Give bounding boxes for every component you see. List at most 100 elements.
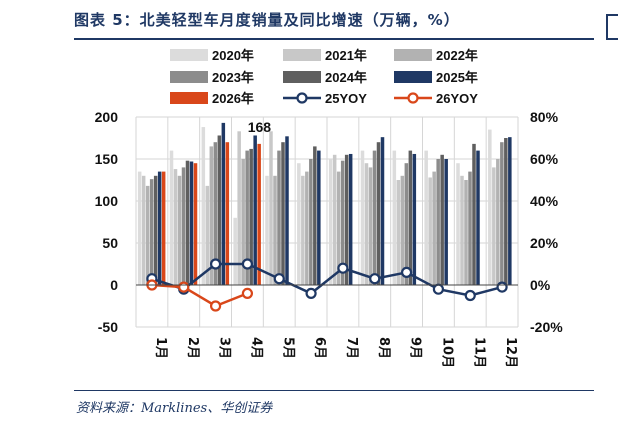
- bar-2024-7: [344, 154, 349, 285]
- bar-2023-3: [213, 142, 218, 285]
- y-left-tick-label: 200: [95, 109, 119, 125]
- bar-2020-3: [201, 127, 206, 285]
- legend-swatch-2024: [283, 71, 321, 83]
- bar-2022-4: [241, 159, 245, 285]
- bar-2023-10: [436, 159, 440, 285]
- legend-swatch-2026: [170, 92, 208, 104]
- bar-2024-2: [185, 160, 190, 285]
- bar-2020-6: [297, 163, 301, 285]
- point-25YOY-7: [337, 262, 349, 274]
- point-25YOY-5: [273, 273, 285, 285]
- bar-2022-10: [432, 171, 436, 285]
- bar-2023-8: [372, 150, 377, 285]
- bar-2021-6: [301, 175, 305, 285]
- bar-2021-12: [492, 167, 496, 285]
- bar-2023-9: [404, 163, 409, 285]
- bar-2020-7: [328, 159, 333, 285]
- bar-2020-9: [392, 150, 397, 285]
- adjacent-figure-edge: [606, 14, 618, 40]
- x-tick-label: 9月: [408, 337, 423, 359]
- bar-2023-7: [340, 160, 345, 285]
- x-tick-label: 1月: [153, 337, 168, 359]
- legend-marker-25YOY: [296, 92, 308, 104]
- bar-2020-11: [456, 163, 460, 285]
- bar-2023-4: [245, 150, 249, 285]
- yoy-lines: [146, 258, 508, 312]
- bar-2024-10: [440, 154, 444, 285]
- bar-2023-5: [277, 150, 281, 285]
- x-tick-label: 6月: [312, 337, 327, 359]
- legend-swatch-2025: [394, 71, 432, 83]
- y-right-tick-label: 40%: [530, 193, 559, 209]
- bar-2022-2: [177, 175, 182, 285]
- x-tick-label: 5月: [280, 337, 295, 359]
- legend-label: 2025年: [436, 70, 478, 85]
- bar-2020-12: [488, 129, 492, 285]
- x-tick-label: 10月: [439, 337, 454, 368]
- bar-2024-3: [217, 135, 222, 285]
- legend-swatch-2023: [170, 71, 208, 83]
- bar-2020-10: [424, 150, 428, 285]
- bar-2022-7: [336, 171, 341, 285]
- point-25YOY-12: [496, 281, 508, 293]
- legend-label: 2021年: [325, 48, 367, 63]
- bar-2021-5: [269, 131, 273, 285]
- point-25YOY-4: [241, 258, 254, 270]
- bar-2022-12: [496, 159, 500, 285]
- bar-2024-5: [281, 142, 285, 285]
- bar-2023-11: [468, 171, 472, 285]
- data-label: 168: [248, 119, 272, 135]
- bar-2024-1: [153, 175, 158, 285]
- bar-2025-3: [221, 122, 226, 285]
- bar-2026-2: [193, 163, 198, 285]
- bar-2024-12: [504, 138, 508, 285]
- x-tick-label: 8月: [376, 337, 391, 359]
- point-25YOY-8: [369, 273, 381, 285]
- bar-2021-3: [205, 185, 210, 285]
- source-note: 资料来源：Marklines、华创证券: [76, 401, 273, 416]
- point-26YOY-4: [241, 287, 254, 299]
- point-25YOY-6: [305, 287, 317, 299]
- legend-swatch-2021: [283, 49, 321, 61]
- legend: 2020年 2021年 2022年 2023年 2024年 2025年 2026年 25YOY…: [170, 48, 478, 106]
- bar-2025-4: [253, 135, 257, 285]
- bar-2025-12: [508, 137, 512, 285]
- axes: -50 0 50 100 150 200 -20% 0% 20% 40% 60% 80% 1月 2月 3月 4…: [95, 109, 564, 368]
- y-left-tick-label: 0: [110, 277, 118, 293]
- point-25YOY-11: [464, 289, 476, 302]
- point-25YOY-9: [400, 266, 413, 278]
- bar-2020-2: [169, 150, 174, 285]
- bar-2023-12: [500, 142, 504, 285]
- legend-label: 26YOY: [436, 91, 478, 106]
- bar-2023-1: [149, 179, 154, 285]
- bar-2021-1: [141, 175, 146, 285]
- x-tick-label: 12月: [503, 337, 518, 368]
- bar-2025-2: [189, 161, 194, 285]
- gridlines: [135, 116, 519, 328]
- y-right-tick-label: 0%: [530, 277, 551, 293]
- x-tick-label: 11月: [471, 337, 486, 368]
- y-right-tick-label: 20%: [530, 235, 559, 251]
- point-26YOY-3: [209, 300, 222, 312]
- bar-2022-11: [464, 180, 468, 285]
- legend-label: 2024年: [325, 70, 367, 85]
- bar-2024-6: [313, 146, 317, 285]
- bar-2022-9: [400, 175, 405, 285]
- y-right-tick-label: 60%: [530, 151, 559, 167]
- bar-2021-7: [332, 154, 337, 285]
- y-left-tick-label: 50: [102, 235, 118, 251]
- bar-2025-6: [317, 150, 321, 285]
- bar-2025-10: [444, 159, 448, 285]
- bar-2025-11: [476, 150, 480, 285]
- bar-2022-1: [145, 185, 150, 285]
- x-tick-label: 7月: [344, 337, 359, 359]
- x-tick-label: 2月: [185, 337, 200, 359]
- bar-2025-1: [157, 171, 162, 285]
- data-labels: 168: [248, 119, 272, 135]
- bar-2022-6: [305, 171, 309, 285]
- bar-2020-4: [233, 217, 237, 285]
- chart-title: 图表 5：北美轻型车月度销量及同比增速（万辆，%）: [74, 11, 460, 29]
- point-25YOY-3: [209, 258, 222, 270]
- bar-2023-6: [309, 159, 313, 285]
- legend-swatch-2020: [170, 49, 208, 61]
